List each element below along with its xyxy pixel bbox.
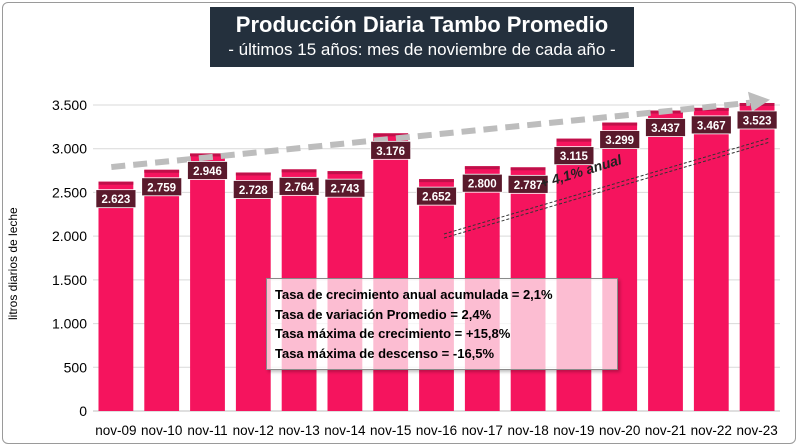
x-tick-label: nov-20 <box>599 423 640 438</box>
bar-top-edge <box>602 122 638 126</box>
bar-top-edge <box>556 138 592 142</box>
x-tick-label: nov-19 <box>553 423 594 438</box>
value-label: 3.523 <box>743 115 772 127</box>
value-label: 2.743 <box>331 184 360 196</box>
x-tick-label: nov-14 <box>324 423 366 438</box>
y-axis-label: litros diarios de leche <box>6 207 20 320</box>
stats-annotation-box: Tasa de crecimiento anual acumulada = 2,… <box>266 278 618 370</box>
value-label-box <box>187 161 228 180</box>
stat-max-decline: Tasa máxima de descenso = -16,5% <box>275 345 495 361</box>
x-tick-label: nov-23 <box>736 423 777 438</box>
x-tick-label: nov-12 <box>233 423 274 438</box>
value-label-box <box>645 118 686 137</box>
bar <box>739 102 775 412</box>
value-label: 3.115 <box>560 151 589 163</box>
bar-top-edge <box>464 166 500 170</box>
y-tick-label: 500 <box>64 359 88 375</box>
value-label-box <box>141 177 183 197</box>
value-label-box <box>599 130 641 149</box>
bar-top-edge <box>235 172 271 176</box>
bar <box>98 181 134 411</box>
x-tick-label: nov-22 <box>691 423 732 438</box>
value-label-box <box>324 178 366 198</box>
trend-underline <box>443 141 771 239</box>
y-tick-label: 2.500 <box>52 184 87 200</box>
x-tick-label: nov-13 <box>278 423 319 438</box>
x-tick-label: nov-21 <box>645 423 686 438</box>
value-label: 2.764 <box>285 182 314 194</box>
value-label: 3.176 <box>376 146 405 158</box>
y-tick-label: 0 <box>79 403 87 419</box>
value-label: 2.800 <box>468 179 497 191</box>
chart-title: Producción Diaria Tambo Promedio <box>235 12 609 37</box>
chart-title-box: Producción Diaria Tambo Promedio - últim… <box>210 7 634 67</box>
x-tick-label: nov-17 <box>462 423 503 438</box>
value-label-box <box>95 189 137 209</box>
bar <box>235 172 271 411</box>
x-tick-label: nov-10 <box>141 423 182 438</box>
value-label-box <box>416 186 457 206</box>
y-tick-label: 1.000 <box>52 316 87 332</box>
value-label: 2.652 <box>422 192 451 204</box>
x-tick-label: nov-16 <box>416 423 457 438</box>
bar-top-edge <box>327 171 363 175</box>
bar <box>693 107 729 412</box>
value-label: 3.467 <box>697 120 726 132</box>
y-tick-label: 1.500 <box>52 272 87 288</box>
value-label-box <box>278 176 320 196</box>
bar-top-edge <box>281 169 317 173</box>
value-label-box <box>461 173 503 193</box>
stat-max-growth: Tasa máxima de crecimiento = +15,8% <box>275 326 511 341</box>
value-label: 2.623 <box>102 194 131 206</box>
value-label: 2.759 <box>147 182 176 194</box>
bar-top-edge <box>419 179 454 183</box>
value-label: 2.787 <box>514 180 543 192</box>
value-label: 3.437 <box>651 123 680 135</box>
stat-avg-variation: Tasa de variación Promedio = 2,4% <box>275 306 492 322</box>
stat-cagr: Tasa de crecimiento anual acumulada = 2,… <box>275 287 553 302</box>
value-label: 3.299 <box>605 135 634 147</box>
trend-arrow-head <box>747 91 770 112</box>
value-label: 2.728 <box>239 185 268 197</box>
value-label-box <box>690 115 732 135</box>
value-label-box <box>736 110 778 130</box>
value-label-box <box>370 140 412 160</box>
y-tick-label: 3.500 <box>52 97 87 113</box>
x-tick-label: nov-09 <box>95 423 136 438</box>
trend-arrow-line <box>111 99 751 171</box>
value-label-box <box>553 146 595 166</box>
bar-top-edge <box>98 181 134 185</box>
value-label-box <box>232 180 274 199</box>
y-tick-label: 2.000 <box>52 228 87 244</box>
x-tick-label: nov-15 <box>370 423 411 438</box>
trend-underline <box>443 137 771 235</box>
value-label-box <box>507 174 549 194</box>
chart-subtitle: - últimos 15 años: mes de noviembre de c… <box>228 40 616 59</box>
bar-top-edge <box>373 133 409 137</box>
bar <box>648 110 683 412</box>
bar <box>190 153 225 411</box>
bar-top-edge <box>510 167 546 171</box>
y-tick-label: 3.000 <box>52 141 87 157</box>
x-tick-label: nov-18 <box>507 423 548 438</box>
value-label: 2.946 <box>193 166 222 178</box>
bar <box>144 169 180 411</box>
x-tick-label: nov-11 <box>187 423 227 438</box>
bar-top-edge <box>144 169 180 173</box>
